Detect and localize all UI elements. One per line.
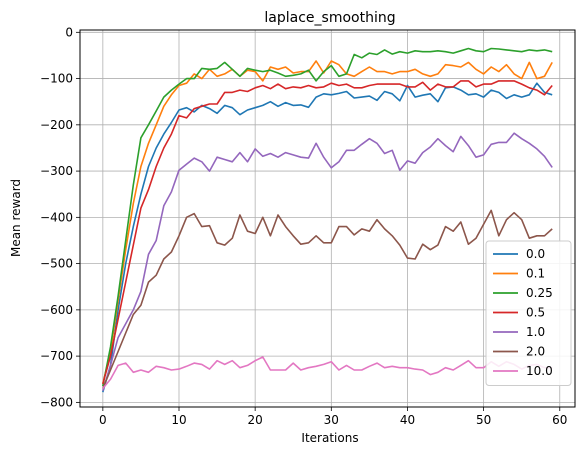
chart-title: laplace_smoothing [264,10,395,26]
x-tick-label: 30 [324,413,339,427]
y-tick-label: 0 [65,25,73,39]
legend-label: 10.0 [526,364,553,378]
x-tick-label: 50 [476,413,491,427]
y-tick-label: −600 [40,303,73,317]
y-tick-label: −700 [40,349,73,363]
x-tick-label: 60 [552,413,567,427]
legend-label: 0.5 [526,306,545,320]
y-tick-label: −300 [40,164,73,178]
x-tick-label: 0 [99,413,107,427]
x-tick-label: 10 [171,413,186,427]
x-axis-title: Iterations [301,431,358,445]
legend-label: 2.0 [526,345,545,359]
y-tick-label: −100 [40,72,73,86]
x-tick-label: 40 [400,413,415,427]
y-axis-title: Mean reward [9,179,23,257]
y-tick-label: −500 [40,257,73,271]
y-tick-label: −800 [40,395,73,409]
y-tick-label: −400 [40,210,73,224]
legend: 0.0 0.1 0.25 0.5 1.0 2.0 10.0 [486,241,571,386]
legend-label: 0.25 [526,286,553,300]
y-tick-label: −200 [40,118,73,132]
legend-label: 0.0 [526,247,545,261]
legend-label: 0.1 [526,267,545,281]
legend-label: 1.0 [526,325,545,339]
x-tick-label: 20 [248,413,263,427]
